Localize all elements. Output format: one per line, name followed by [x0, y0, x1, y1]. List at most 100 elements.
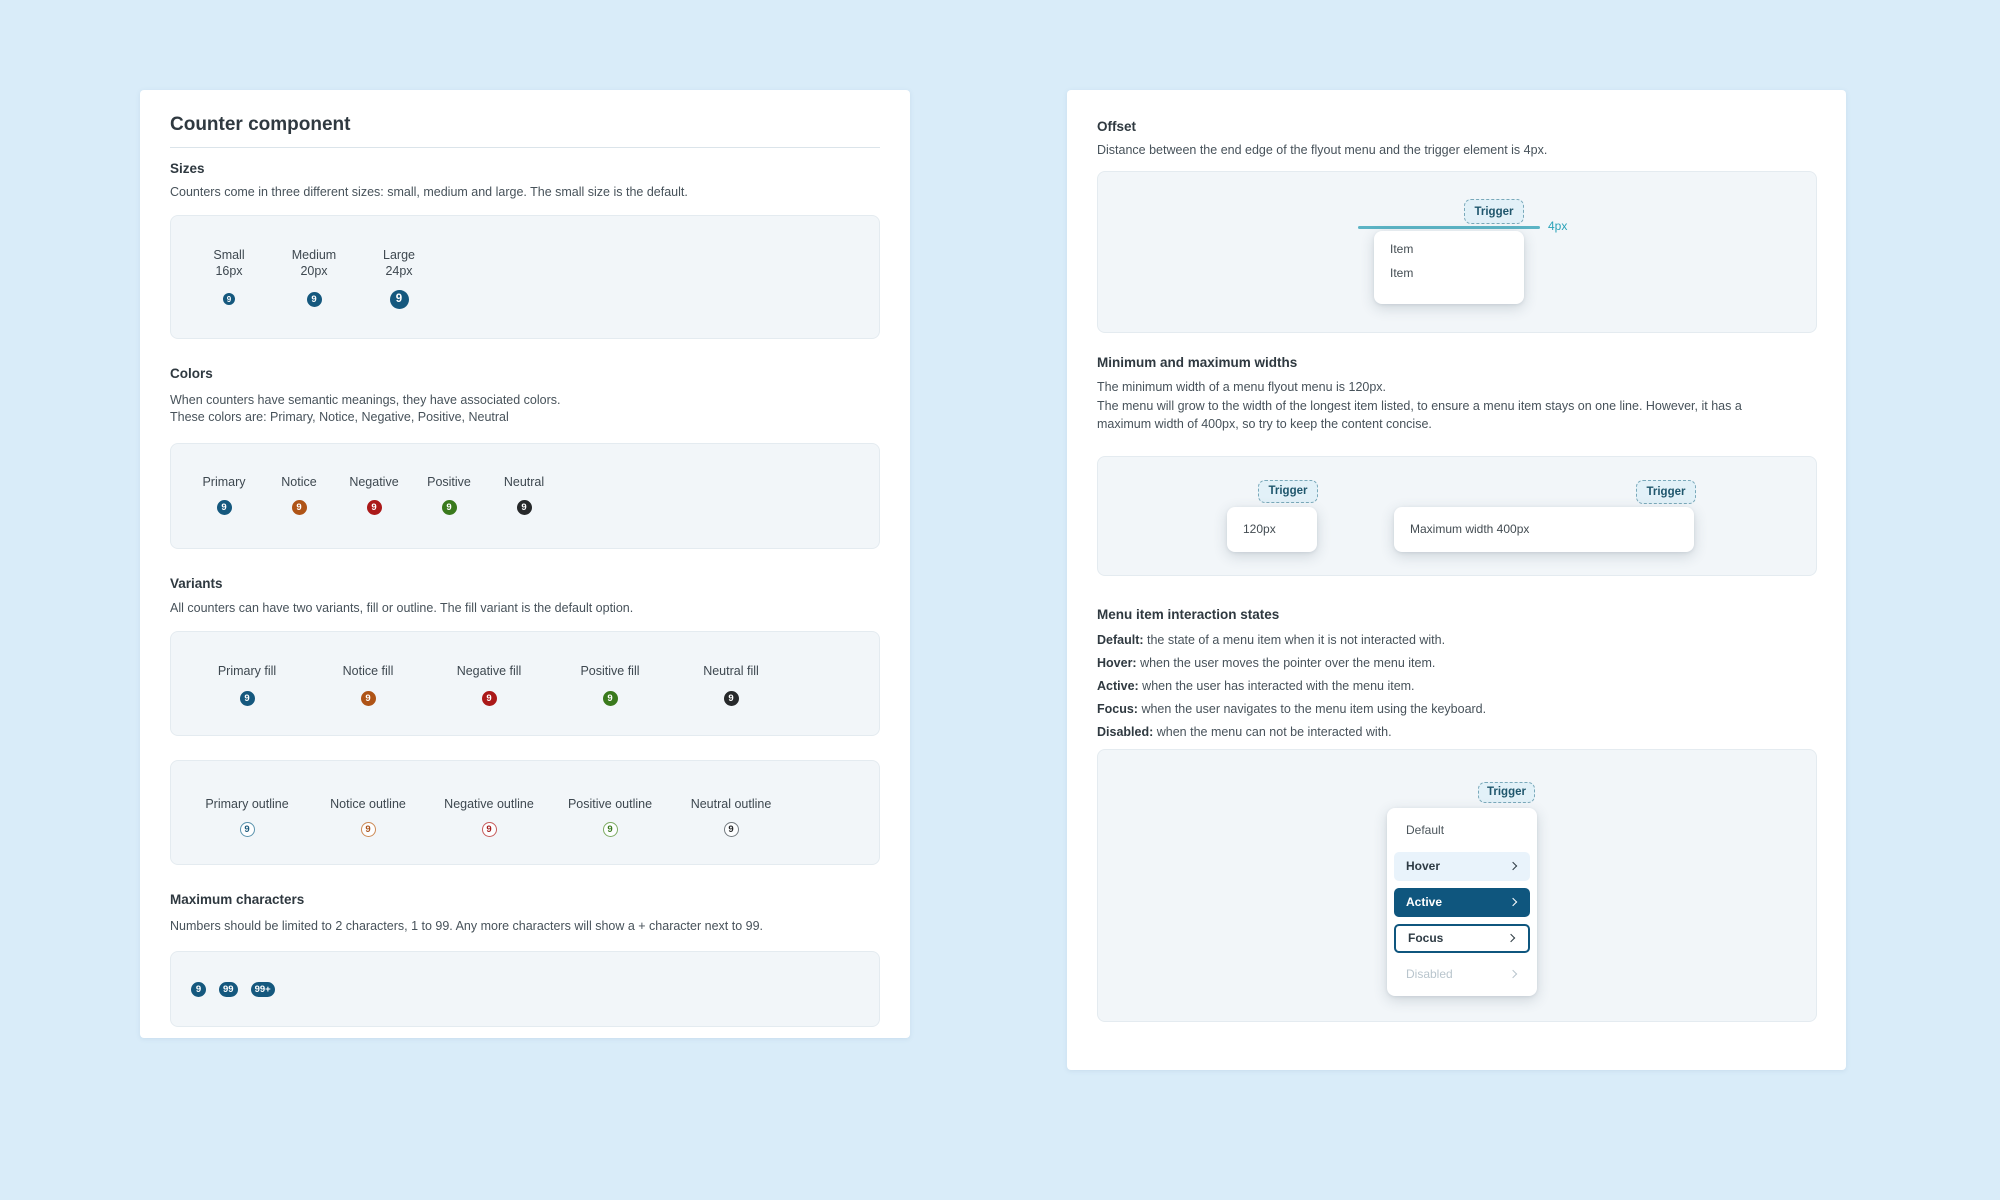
definition-term: Focus: [1097, 701, 1138, 716]
flyout-menu-card: Offset Distance between the end edge of … [1067, 90, 1846, 1070]
min-width-trigger-button[interactable]: Trigger [1258, 479, 1318, 503]
variant-negative-fill: Negative fill 9 [441, 663, 537, 710]
definition-term: Default: [1097, 632, 1144, 647]
trigger-button-label: Trigger [1646, 485, 1686, 498]
color-label: Primary [202, 475, 246, 489]
definition-text: when the user has interacted with the me… [1138, 678, 1415, 693]
page-title: Counter component [170, 114, 351, 135]
menu-item-active[interactable]: Active [1394, 887, 1530, 917]
max-width-flyout-menu: Maximum width 400px [1394, 506, 1694, 552]
size-small: Small 16px 9 [199, 247, 259, 311]
color-notice: Notice 9 [274, 474, 324, 519]
definition-term: Disabled: [1097, 724, 1154, 739]
flyout-menu: Item Item [1374, 231, 1524, 304]
counter-badge-negative-fill: 9 [481, 690, 497, 706]
menu-item-hover[interactable]: Hover [1394, 851, 1530, 881]
definition-term: Hover: [1097, 655, 1137, 670]
size-large: Large 24px 9 [369, 247, 429, 311]
size-label: Medium [291, 248, 337, 262]
definition-text: the state of a menu item when it is not … [1143, 632, 1446, 647]
variant-label: Negative fill [456, 664, 522, 678]
counter-badge-99: 99 [219, 981, 238, 997]
variant-label: Neutral outline [690, 797, 772, 811]
outline-variants-row: Primary outline 9 Notice outline 9 Negat… [199, 796, 879, 841]
menu-item-label: Default [1406, 823, 1445, 837]
variant-label: Negative outline [444, 797, 534, 811]
section-heading-sizes: Sizes [170, 161, 205, 176]
max-width-trigger-button[interactable]: Trigger [1636, 479, 1696, 504]
color-negative: Negative 9 [349, 474, 399, 519]
trigger-button[interactable]: Trigger [1464, 199, 1524, 224]
section-heading-variants: Variants [170, 576, 223, 591]
counter-badge-large: 9 [389, 289, 409, 309]
variant-neutral-fill: Neutral fill 9 [683, 663, 779, 710]
menu-item[interactable]: Maximum width 400px [1410, 522, 1530, 536]
size-medium: Medium 20px 9 [284, 247, 344, 311]
size-value-label: 16px [215, 264, 243, 278]
counter-badge-neutral-outline: 9 [723, 821, 739, 837]
size-label: Large [383, 248, 415, 262]
color-positive: Positive 9 [424, 474, 474, 519]
size-value-label: 20px [300, 264, 328, 278]
variant-label: Notice outline [330, 797, 406, 811]
counter-badge-positive-outline: 9 [602, 821, 618, 837]
offset-description: Distance between the end edge of the fly… [1097, 143, 1548, 157]
variant-primary-fill: Primary fill 9 [199, 663, 295, 710]
variants-description: All counters can have two variants, fill… [170, 601, 634, 615]
counter-badge-primary-outline: 9 [239, 821, 255, 837]
counter-badge-negative: 9 [366, 499, 382, 515]
menu-item-disabled: Disabled [1394, 960, 1530, 989]
menu-item-label: Active [1406, 895, 1443, 909]
counter-badge-9: 9 [191, 981, 206, 997]
menu-item-default[interactable]: Default [1394, 816, 1530, 845]
definition-focus: Focus: when the user navigates to the me… [1097, 701, 1817, 718]
color-label: Negative [349, 475, 399, 489]
counter-badge-notice: 9 [291, 499, 307, 515]
trigger-button-label: Trigger [1487, 786, 1526, 798]
variant-label: Positive outline [567, 797, 653, 811]
sizes-demo-panel: Small 16px 9 Medium 20px 9 Large 24px 9 [170, 215, 880, 339]
section-heading-widths: Minimum and maximum widths [1097, 355, 1298, 370]
chevron-right-icon [1506, 933, 1516, 943]
counter-badge-notice-outline: 9 [360, 821, 376, 837]
counter-badge-negative-outline: 9 [481, 821, 497, 837]
section-heading-states: Menu item interaction states [1097, 606, 1280, 622]
definition-term: Active: [1097, 678, 1139, 693]
colors-description-line2: These colors are: Primary, Notice, Negat… [170, 410, 509, 424]
states-definitions: Default: the state of a menu item when i… [1097, 632, 1817, 741]
offset-measure-line [1358, 226, 1540, 229]
colors-description-line1: When counters have semantic meanings, th… [170, 393, 561, 407]
definition-hover: Hover: when the user moves the pointer o… [1097, 655, 1817, 672]
size-value-label: 24px [385, 264, 413, 278]
states-flyout-menu: Default Hover Active Focus Disabled [1387, 807, 1537, 996]
variant-notice-outline: Notice outline 9 [320, 796, 416, 841]
fill-variants-row: Primary fill 9 Notice fill 9 Negative fi… [199, 663, 879, 710]
menu-item-focus[interactable]: Focus [1394, 923, 1530, 953]
counter-component-card: Counter component Sizes Counters come in… [140, 90, 910, 1038]
counter-badge-positive: 9 [441, 499, 457, 515]
menu-item[interactable]: Item [1390, 266, 1414, 280]
counter-badge-medium: 9 [306, 291, 322, 307]
variant-label: Primary outline [205, 797, 289, 811]
variant-neutral-outline: Neutral outline 9 [683, 796, 779, 841]
color-label: Positive [427, 475, 471, 489]
title-divider [170, 147, 880, 148]
widths-demo-panel: Trigger 120px Trigger Maximum width 400p… [1097, 455, 1817, 576]
fill-variants-demo-panel: Primary fill 9 Notice fill 9 Negative fi… [170, 631, 880, 736]
definition-text: when the user moves the pointer over the… [1136, 655, 1436, 670]
states-demo-panel: Trigger Default Hover Active Focus Disab… [1097, 748, 1817, 1022]
variant-label: Neutral fill [703, 664, 759, 678]
menu-item[interactable]: 120px [1243, 522, 1276, 536]
variant-notice-fill: Notice fill 9 [320, 663, 416, 710]
menu-item[interactable]: Item [1390, 242, 1414, 256]
variant-label: Notice fill [342, 664, 394, 678]
section-heading-offset: Offset [1097, 119, 1137, 134]
counter-badge-primary: 9 [216, 499, 232, 515]
menu-item-label: Hover [1406, 859, 1441, 873]
variant-label: Primary fill [217, 664, 277, 678]
states-trigger-button[interactable]: Trigger [1478, 781, 1535, 803]
definition-disabled: Disabled: when the menu can not be inter… [1097, 724, 1817, 741]
counter-badge-99-plus: 99+ [250, 981, 275, 997]
offset-value-label: 4px [1548, 219, 1568, 233]
colors-row: Primary 9 Notice 9 Negative 9 Positive 9… [199, 474, 879, 519]
